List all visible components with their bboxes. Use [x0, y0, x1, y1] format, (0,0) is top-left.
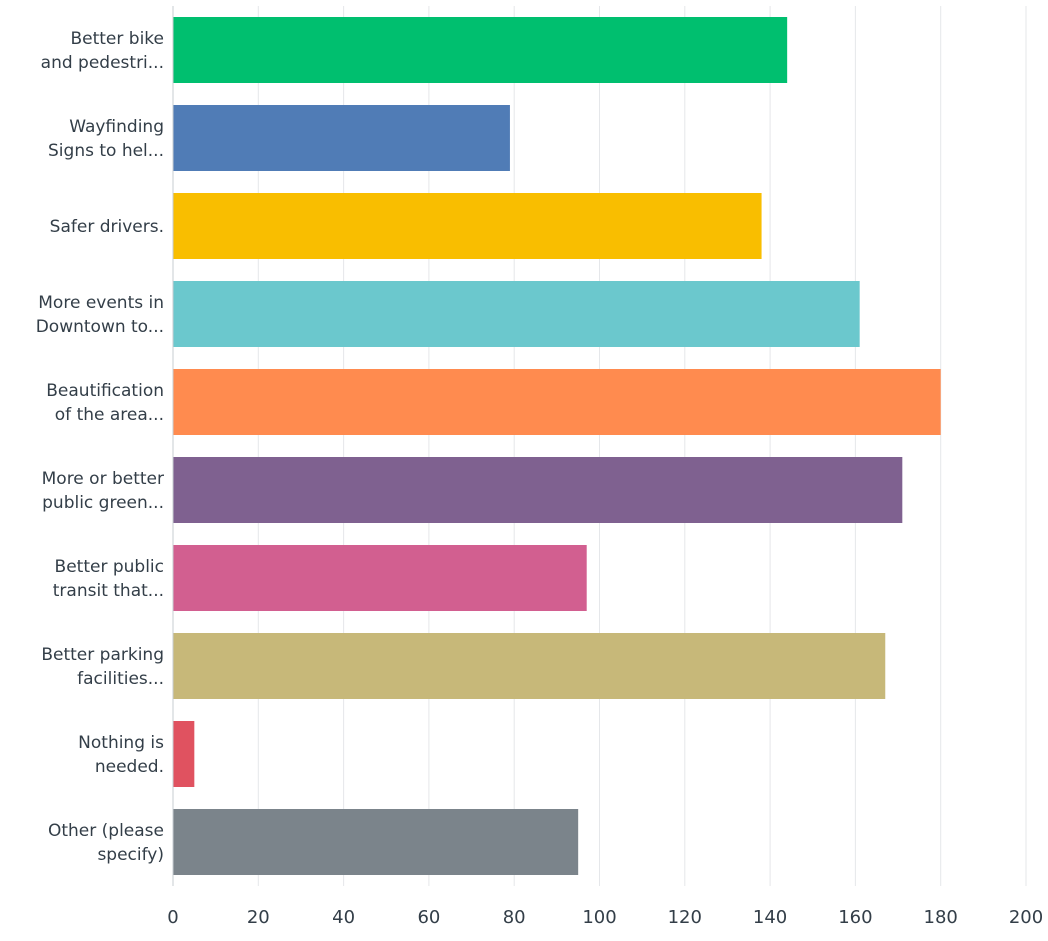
category-label-line: Other (please [48, 821, 164, 841]
x-tick-label: 20 [247, 907, 270, 928]
category-label-line: transit that... [53, 581, 164, 601]
category-label-line: Beautification [46, 381, 164, 401]
category-label: Better bike and pedestri... [41, 29, 164, 73]
bar[interactable] [173, 809, 579, 875]
x-tick-label: 60 [417, 907, 440, 928]
category-label-line: and pedestri... [41, 53, 164, 73]
x-tick-label: 100 [582, 907, 616, 928]
bar[interactable] [173, 105, 510, 171]
category-label: Better public transit that... [53, 557, 164, 601]
bar[interactable] [173, 193, 762, 259]
category-label-line: Downtown to... [36, 317, 164, 337]
x-tick-label: 180 [924, 907, 958, 928]
category-label: Beautification of the area... [46, 381, 164, 425]
x-tick-label: 200 [1009, 907, 1043, 928]
x-tick-label: 0 [167, 907, 178, 928]
category-label-line: More events in [38, 293, 164, 313]
category-label-line: Wayfinding [69, 117, 164, 137]
bar[interactable] [173, 633, 886, 699]
category-label: Safer drivers. [50, 217, 164, 237]
category-label: Wayfinding Signs to hel... [48, 117, 164, 161]
x-axis-tick-labels: 0 20 40 60 80 100 120 140 160 180 200 [167, 907, 1043, 928]
x-tick-label: 40 [332, 907, 355, 928]
bar[interactable] [173, 457, 903, 523]
category-label-line: Nothing is [78, 733, 164, 753]
category-label: Other (please specify) [48, 821, 164, 865]
x-tick-label: 80 [503, 907, 526, 928]
bar[interactable] [173, 545, 587, 611]
category-label-line: Safer drivers. [50, 217, 164, 237]
category-label-line: specify) [97, 845, 164, 865]
category-label-line: of the area... [55, 405, 164, 425]
bars [173, 17, 941, 875]
bar[interactable] [173, 369, 941, 435]
category-label-line: facilities... [77, 669, 164, 689]
category-label-line: Better public [55, 557, 164, 577]
category-labels: Better bike and pedestri... Wayfinding Sign… [36, 29, 164, 865]
category-label-line: Better bike [70, 29, 164, 49]
bar[interactable] [173, 281, 860, 347]
category-label-line: Better parking [41, 645, 164, 665]
category-label-line: needed. [95, 757, 164, 777]
category-label: More events in Downtown to... [36, 293, 164, 337]
category-label-line: More or better [42, 469, 164, 489]
category-label: More or better public green... [42, 469, 164, 513]
category-label-line: Signs to hel... [48, 141, 164, 161]
x-tick-label: 160 [838, 907, 872, 928]
x-tick-label: 120 [668, 907, 702, 928]
bar[interactable] [173, 17, 788, 83]
category-label: Nothing is needed. [78, 733, 164, 777]
category-label-line: public green... [42, 493, 164, 513]
x-tick-label: 140 [753, 907, 787, 928]
bar[interactable] [173, 721, 195, 787]
category-label: Better parking facilities... [41, 645, 164, 689]
